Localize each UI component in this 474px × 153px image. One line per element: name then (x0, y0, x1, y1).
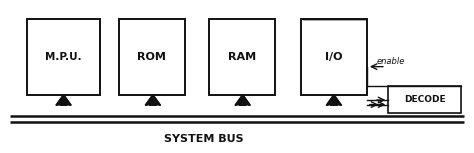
FancyArrow shape (56, 95, 71, 105)
FancyArrow shape (146, 95, 160, 105)
FancyArrow shape (56, 95, 71, 105)
FancyArrow shape (326, 95, 341, 105)
Text: I/O: I/O (325, 52, 343, 62)
Bar (119, 19, 185, 95)
Text: DECODE: DECODE (404, 95, 446, 104)
Bar (388, 86, 462, 113)
FancyArrow shape (235, 95, 250, 105)
Bar (27, 19, 100, 95)
FancyArrow shape (326, 95, 341, 105)
Bar (301, 19, 367, 95)
FancyArrow shape (146, 95, 160, 105)
Text: M.P.U.: M.P.U. (45, 52, 82, 62)
Text: SYSTEM BUS: SYSTEM BUS (164, 134, 244, 144)
Text: enable: enable (376, 57, 405, 66)
FancyArrow shape (235, 95, 250, 105)
Text: RAM: RAM (228, 52, 256, 62)
Text: ROM: ROM (137, 52, 166, 62)
Bar (209, 19, 275, 95)
